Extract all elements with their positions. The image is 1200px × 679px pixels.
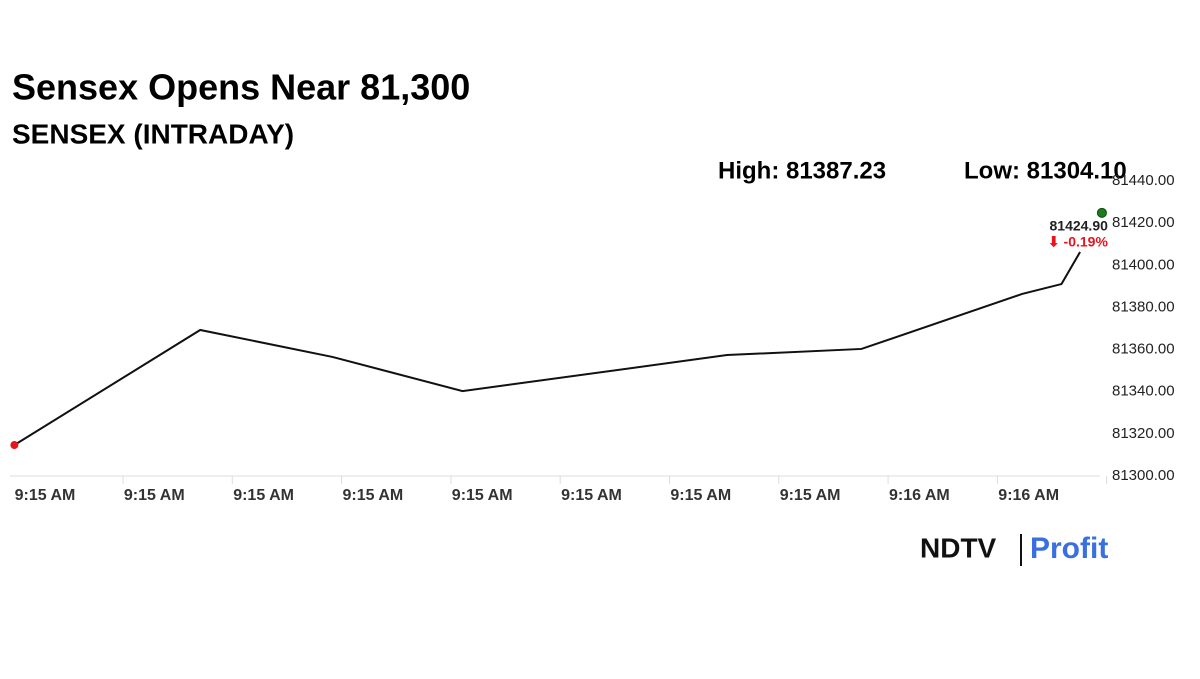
- logo-brand: NDTV: [920, 532, 997, 563]
- y-tick-label: 81320.00: [1112, 425, 1175, 442]
- x-tick-label: 9:15 AM: [15, 487, 76, 504]
- y-tick-label: 81300.00: [1112, 467, 1175, 484]
- y-tick-label: 81340.00: [1112, 383, 1175, 400]
- y-tick-label: 81440.00: [1112, 172, 1175, 189]
- high-label: High: 81387.23: [718, 157, 886, 184]
- x-tick-label: 9:15 AM: [670, 487, 731, 504]
- price-line: [13, 251, 1081, 446]
- x-tick-label: 9:16 AM: [889, 487, 950, 504]
- start-marker: [10, 441, 19, 450]
- x-tick-label: 9:15 AM: [780, 487, 841, 504]
- logo-product: Profit: [1030, 532, 1108, 565]
- x-tick-label: 9:15 AM: [452, 487, 513, 504]
- y-tick-label: 81420.00: [1112, 214, 1175, 231]
- x-tick-label: 9:15 AM: [124, 487, 185, 504]
- x-tick-label: 9:15 AM: [233, 487, 294, 504]
- x-tick-label: 9:15 AM: [561, 487, 622, 504]
- chart-subtitle: SENSEX (INTRADAY): [12, 118, 294, 149]
- y-tick-label: 81380.00: [1112, 298, 1175, 315]
- x-tick-label: 9:15 AM: [343, 487, 404, 504]
- change-label: ⬇ -0.19%: [1048, 234, 1109, 250]
- low-label: Low: 81304.10: [964, 157, 1127, 184]
- last-value-label: 81424.90: [1050, 218, 1109, 234]
- chart-title: Sensex Opens Near 81,300: [12, 67, 470, 108]
- y-tick-label: 81400.00: [1112, 256, 1175, 273]
- last-point: [1096, 207, 1107, 218]
- x-tick-label: 9:16 AM: [998, 487, 1059, 504]
- y-tick-label: 81360.00: [1112, 341, 1175, 358]
